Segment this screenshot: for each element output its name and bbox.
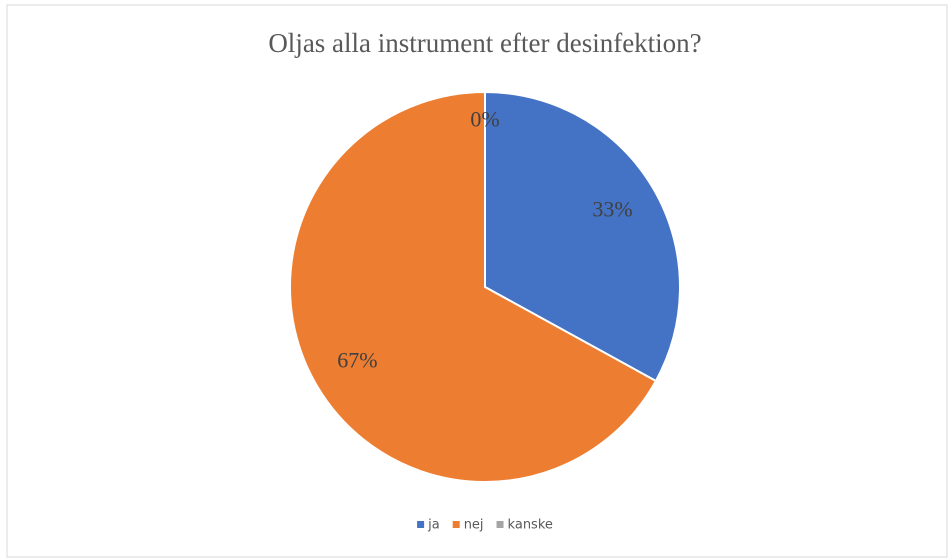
- legend-swatch: [452, 521, 460, 528]
- legend-swatch: [417, 521, 425, 528]
- legend-label: ja: [427, 518, 440, 533]
- pie-slice: [484, 90, 681, 383]
- legend-swatch: [496, 521, 504, 528]
- data-label: 0%: [470, 106, 499, 131]
- data-label: 67%: [337, 347, 377, 372]
- data-label: 33%: [592, 197, 632, 222]
- pie-slice: [289, 90, 658, 483]
- legend-label: kanske: [508, 518, 553, 533]
- legend-label: nej: [464, 518, 484, 533]
- chart-title: Oljas alla instrument efter desinfektion…: [268, 28, 701, 58]
